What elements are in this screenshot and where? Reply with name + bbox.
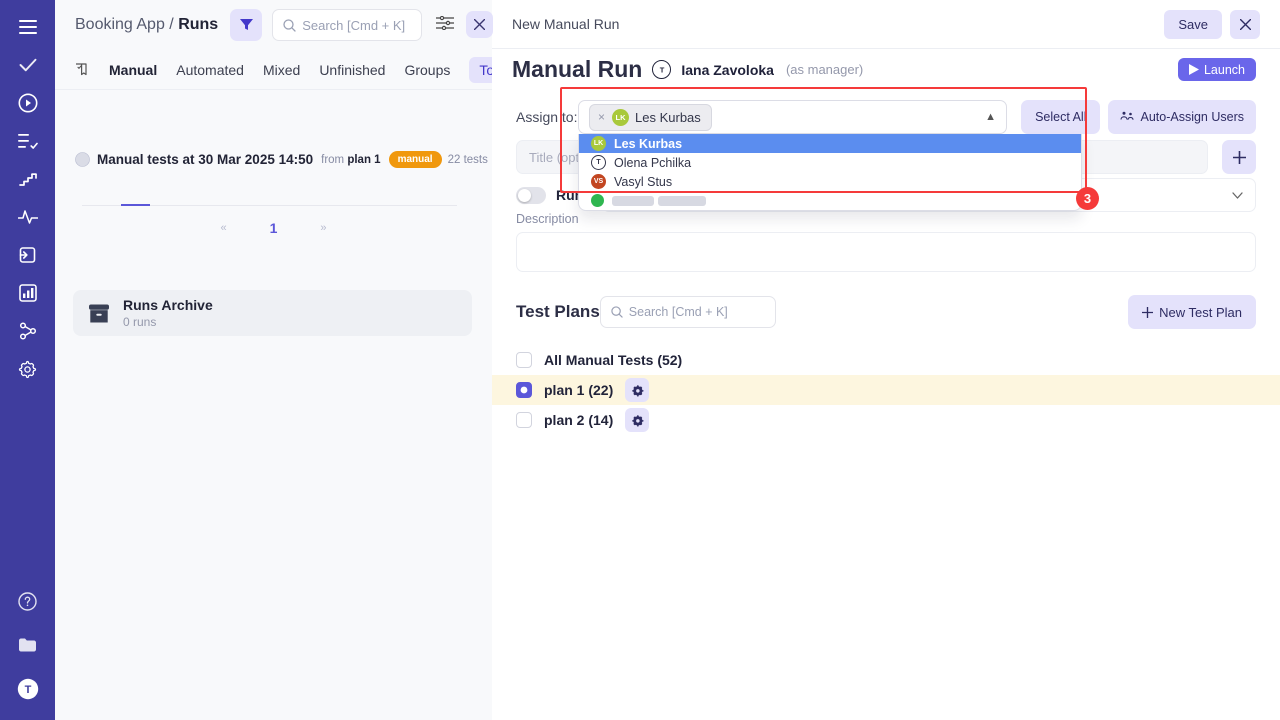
- svg-text:T: T: [660, 65, 665, 74]
- svg-text:T: T: [24, 684, 31, 696]
